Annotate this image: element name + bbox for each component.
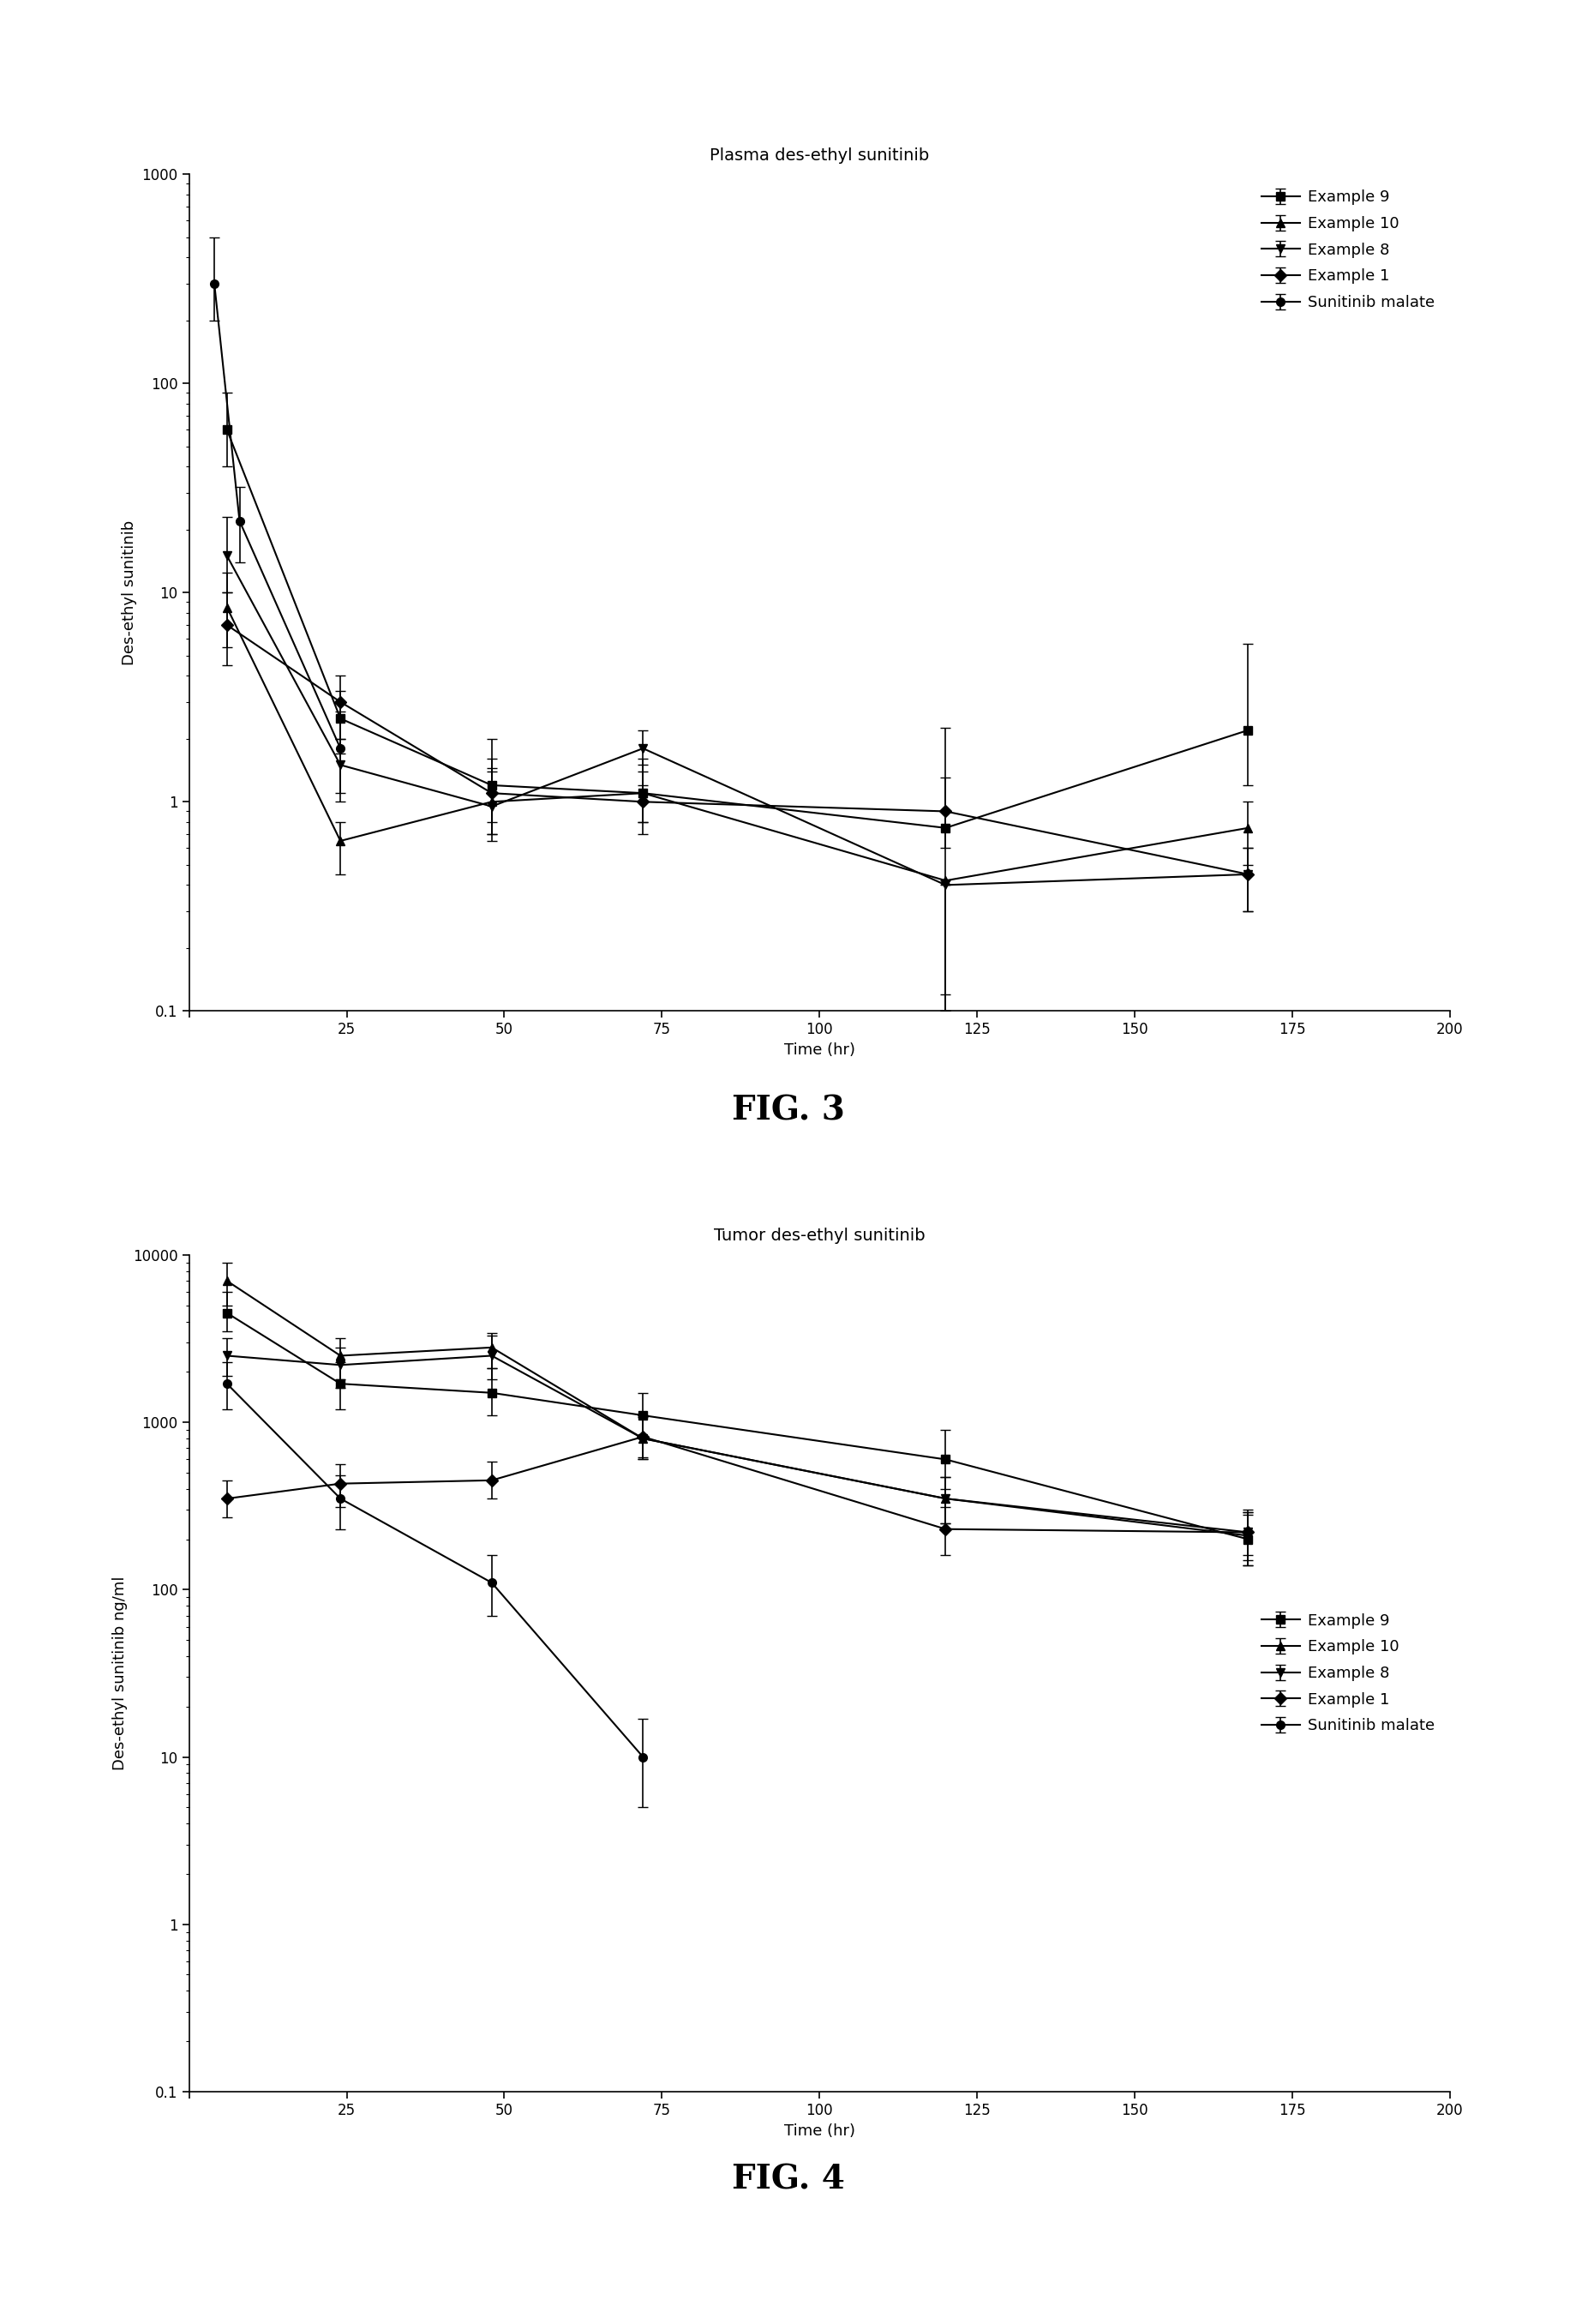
Legend: Example 9, Example 10, Example 8, Example 1, Sunitinib malate: Example 9, Example 10, Example 8, Exampl… (1253, 1606, 1442, 1741)
X-axis label: Time (hr): Time (hr) (783, 1043, 856, 1057)
Text: FIG. 4: FIG. 4 (731, 2164, 845, 2196)
Text: FIG. 3: FIG. 3 (731, 1095, 845, 1127)
Y-axis label: Des-ethyl sunitinib: Des-ethyl sunitinib (121, 521, 137, 665)
Title: Tumor des-ethyl sunitinib: Tumor des-ethyl sunitinib (714, 1227, 925, 1243)
Title: Plasma des-ethyl sunitinib: Plasma des-ethyl sunitinib (709, 146, 930, 163)
Legend: Example 9, Example 10, Example 8, Example 1, Sunitinib malate: Example 9, Example 10, Example 8, Exampl… (1253, 181, 1442, 318)
X-axis label: Time (hr): Time (hr) (783, 2124, 856, 2138)
Y-axis label: Des-ethyl sunitinib ng/ml: Des-ethyl sunitinib ng/ml (112, 1576, 128, 1771)
